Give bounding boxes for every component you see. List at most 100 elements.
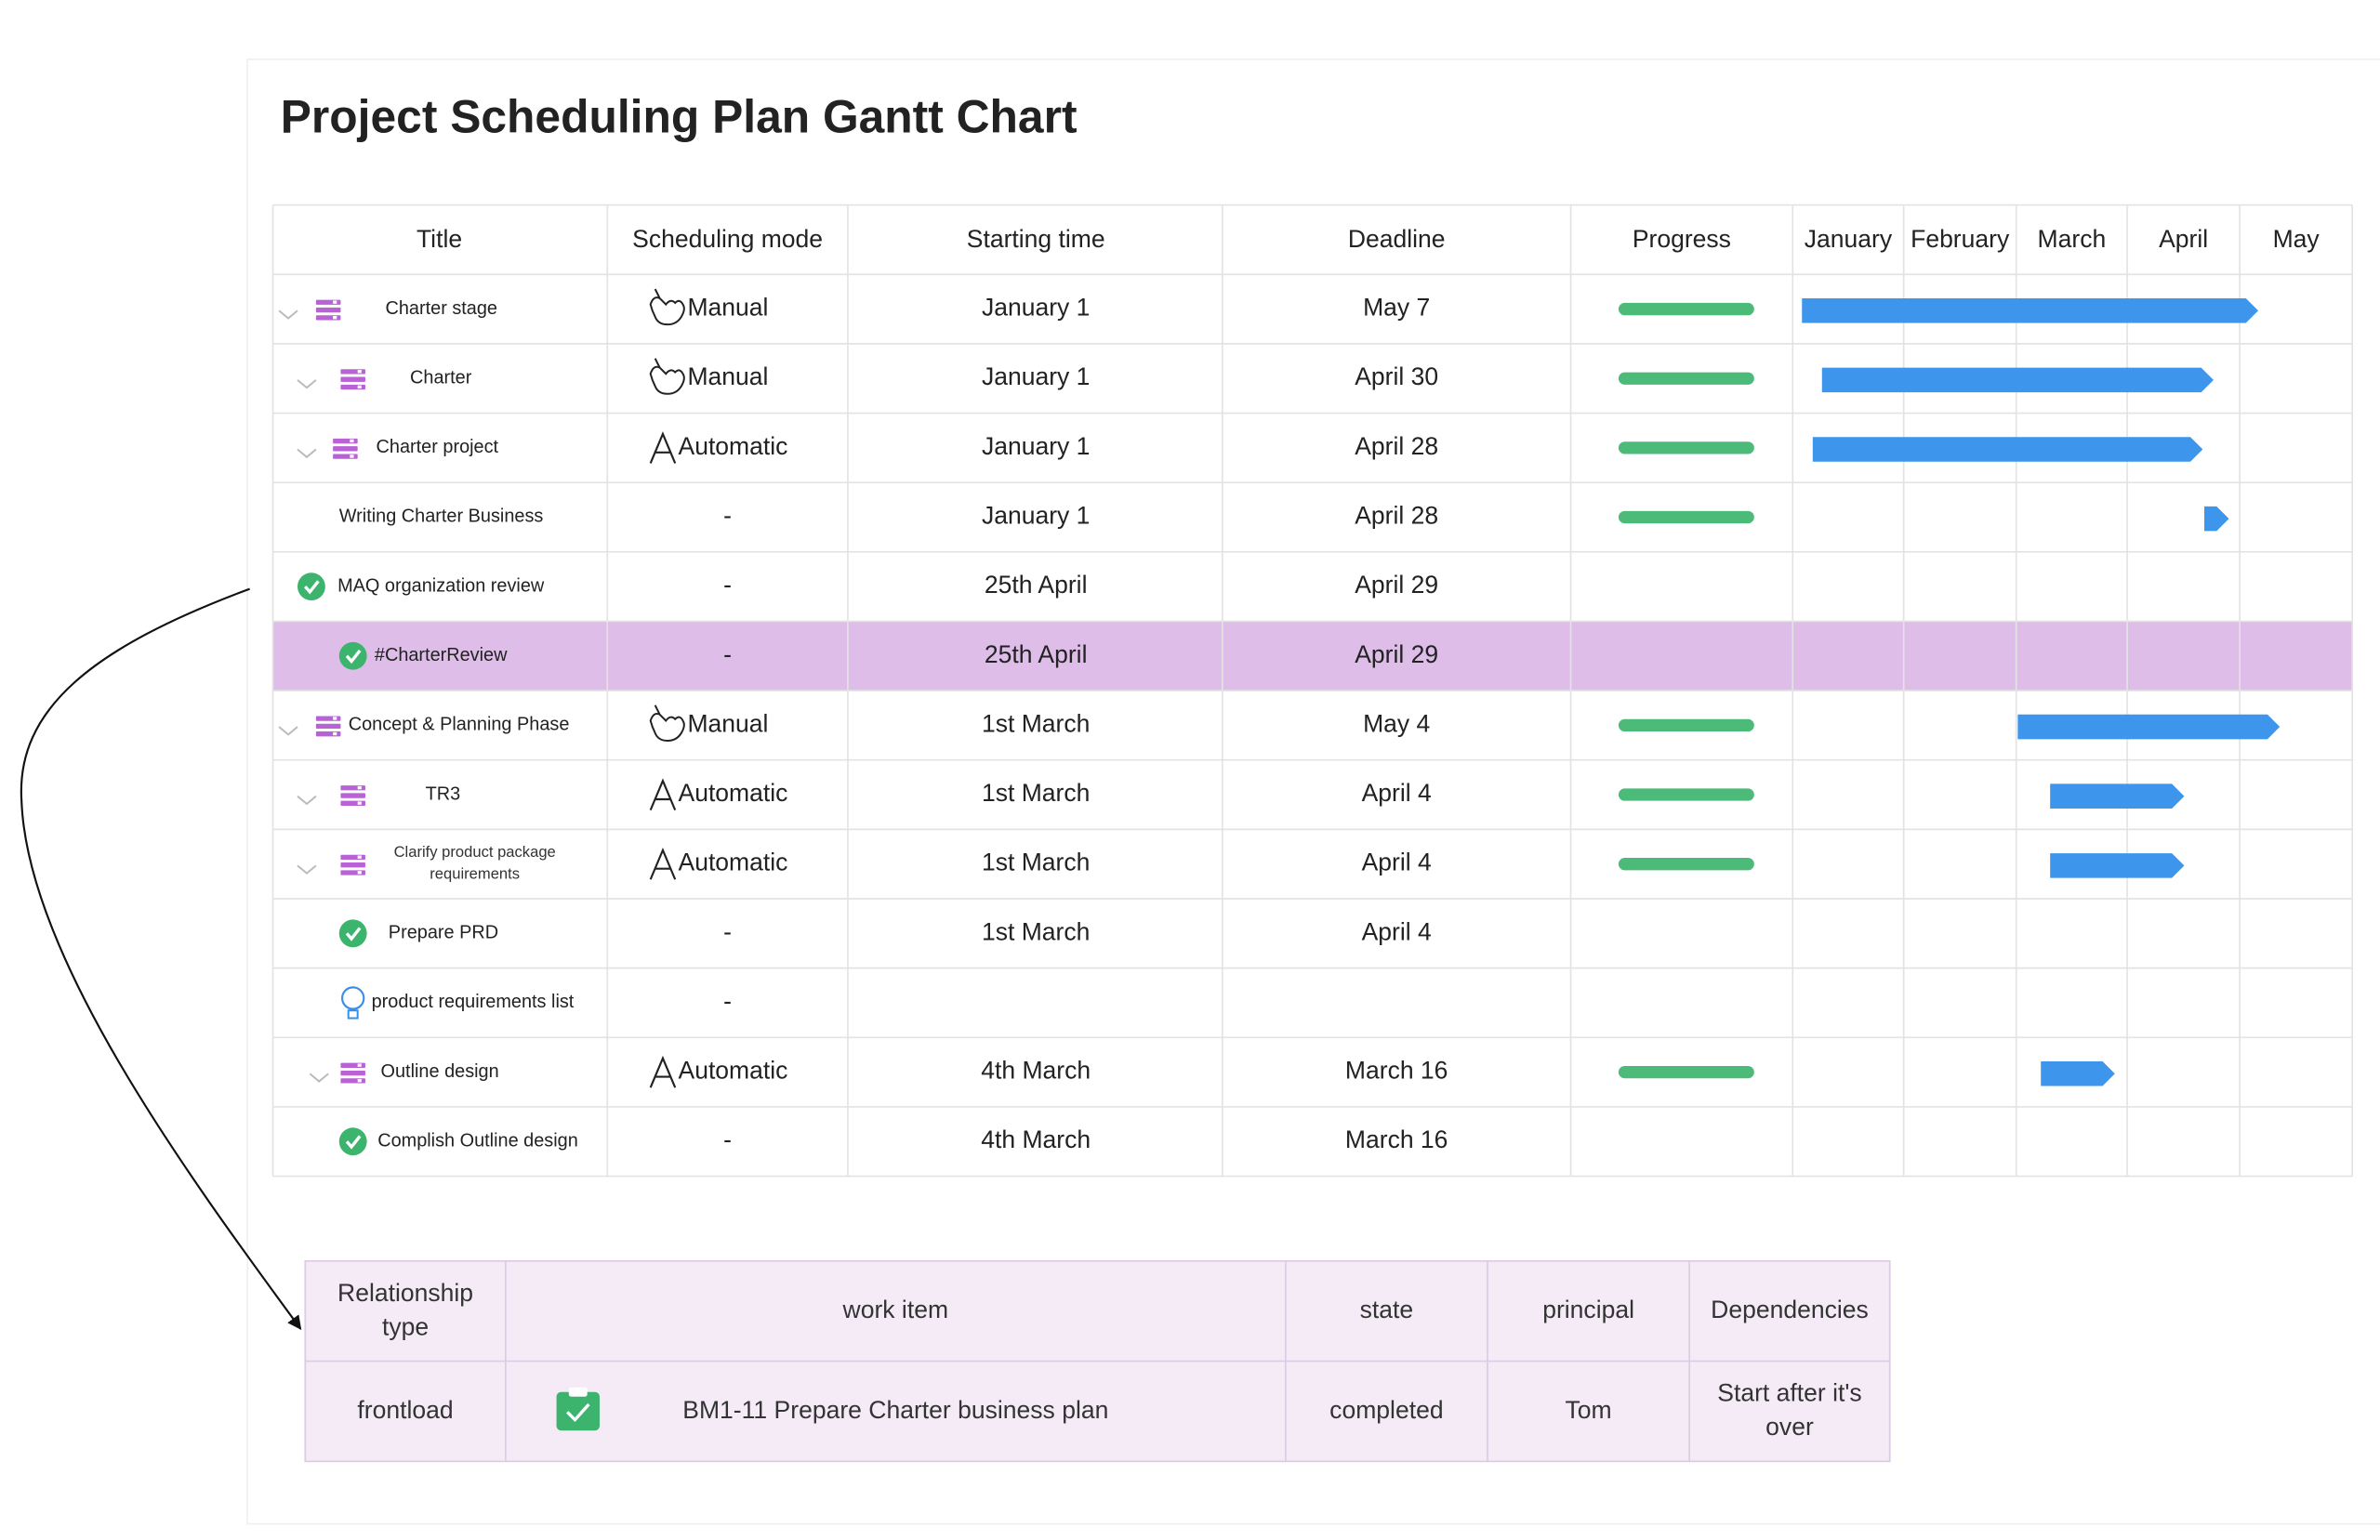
month-header: May (2273, 225, 2320, 253)
task-title: Clarify product package requirements (393, 844, 556, 883)
deadline: April 4 (1362, 917, 1432, 945)
done-check (345, 1135, 362, 1150)
scheduling-mode: - (723, 917, 732, 945)
task-title: Charter (410, 367, 472, 388)
relation-header: principal (1542, 1297, 1635, 1324)
deadline: April 4 (1362, 849, 1432, 876)
task-title: MAQ organization review (337, 575, 545, 596)
relation-cell: completed (1329, 1397, 1444, 1425)
task-title: product requirements list (372, 992, 575, 1012)
stage-icon (315, 315, 341, 321)
relation-cell: BM1-11 Prepare Charter business plan (682, 1397, 1109, 1425)
stage-icon-dot (333, 717, 337, 720)
stage-icon (333, 438, 358, 444)
stage-icon-dot (357, 855, 362, 859)
done-check (345, 649, 362, 665)
stage-icon (315, 307, 341, 313)
starting-time: January 1 (982, 294, 1090, 322)
gantt-bar (1802, 297, 2259, 323)
column-header: Progress (1633, 225, 1731, 253)
task-title: TR3 (426, 783, 461, 804)
stage-icon (333, 454, 358, 459)
deadline: April 4 (1362, 779, 1432, 807)
relation-cell-box: Tom (1565, 1397, 1612, 1425)
stage-icon (340, 376, 365, 382)
stage-icon (315, 299, 341, 305)
done-check (345, 927, 362, 941)
stage-icon (340, 1070, 365, 1076)
stage-icon (340, 870, 365, 875)
gantt-bar (2017, 714, 2281, 740)
collapse-toggle (297, 795, 317, 806)
work-item-icon (556, 1391, 600, 1431)
collapse-toggle (309, 1073, 329, 1083)
task-title: Prepare PRD (389, 923, 498, 943)
relation-cell: Start after it's over (1717, 1381, 1862, 1441)
scheduling-mode: Manual (687, 294, 768, 322)
task-title: Charter stage (386, 298, 497, 319)
done-icon (338, 1127, 367, 1156)
relation-cell-box: Start after it's over (1717, 1381, 1862, 1441)
deadline: April 29 (1355, 640, 1438, 668)
relation-header-box: state (1359, 1297, 1414, 1324)
deadline: May 4 (1363, 709, 1430, 737)
deadline: April 30 (1355, 362, 1438, 390)
month-header: March (2038, 225, 2107, 253)
relation-header: Dependencies (1711, 1297, 1869, 1324)
relation-cell: Tom (1565, 1397, 1612, 1425)
progress-bar (1618, 858, 1754, 871)
month-header: February (1911, 225, 2010, 253)
automatic-icon (649, 1055, 677, 1088)
progress-bar (1618, 1065, 1754, 1079)
done-icon (338, 641, 367, 670)
stage-icon (340, 793, 365, 798)
automatic-icon (649, 431, 677, 464)
stage-icon-dot (357, 385, 362, 388)
manual-icon (649, 288, 685, 326)
deadline: April 29 (1355, 571, 1438, 599)
relation-cell-box: completed (1329, 1397, 1444, 1425)
month-header: January (1805, 225, 1893, 253)
starting-time: 25th April (985, 571, 1088, 599)
gantt-bar (1812, 437, 2203, 462)
scheduling-mode: Automatic (679, 849, 788, 876)
selected-row (272, 621, 2353, 691)
stage-icon (340, 1078, 365, 1084)
relation-header-box: Relationship type (337, 1281, 473, 1340)
relation-header-box: Dependencies (1711, 1297, 1869, 1324)
progress-bar (1618, 441, 1754, 454)
scheduling-mode: Automatic (679, 1057, 788, 1085)
scheduling-mode: Automatic (679, 432, 788, 460)
gantt-bar (2041, 1060, 2115, 1086)
relation-cell-box: BM1-11 Prepare Charter business plan (682, 1397, 1109, 1425)
column-header: Scheduling mode (632, 225, 823, 253)
relation-header-box: principal (1542, 1297, 1635, 1324)
collapse-toggle (278, 726, 298, 736)
stage-icon (340, 1062, 365, 1068)
gantt-bar (2050, 783, 2185, 809)
deadline: March 16 (1345, 1057, 1448, 1085)
stage-icon-dot (357, 1063, 362, 1067)
column-header: Title (416, 225, 462, 253)
gantt-bar (2050, 853, 2185, 878)
done-icon (338, 919, 367, 948)
column-header: Starting time (967, 225, 1105, 253)
stage-icon (340, 369, 365, 375)
task-title: Concept & Planning Phase (349, 715, 570, 735)
stage-icon-dot (350, 439, 354, 443)
stage-icon-dot (357, 801, 362, 805)
relation-header: work item (842, 1297, 949, 1324)
relation-header: state (1359, 1297, 1414, 1324)
stage-icon (315, 731, 341, 737)
done-check (304, 580, 320, 595)
gantt-bar (1821, 367, 2214, 393)
stage-icon (315, 716, 341, 721)
automatic-icon (649, 778, 677, 811)
starting-time: January 1 (982, 501, 1090, 529)
scheduling-mode: Manual (687, 709, 768, 737)
relation-table: Relationship type work item state principal… (304, 1259, 1891, 1463)
starting-time: 4th March (981, 1057, 1091, 1085)
gantt-bar (2203, 506, 2229, 532)
starting-time: 4th March (981, 1125, 1091, 1153)
